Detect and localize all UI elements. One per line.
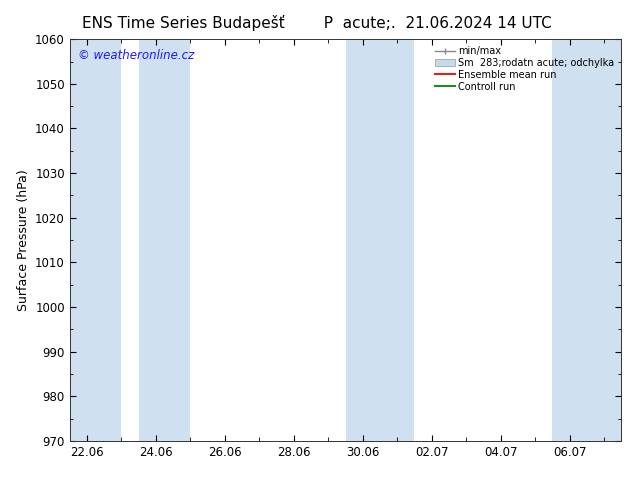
Bar [70,39,122,441]
Text: ENS Time Series Budapešť        P  acute;.  21.06.2024 14 UTC: ENS Time Series Budapešť P acute;. 21.06… [82,15,552,31]
Text: © weatheronline.cz: © weatheronline.cz [78,49,194,62]
Y-axis label: Surface Pressure (hPa): Surface Pressure (hPa) [16,169,30,311]
Bar [552,39,621,441]
Legend: min/max, Sm  283;rodatn acute; odchylka, Ensemble mean run, Controll run: min/max, Sm 283;rodatn acute; odchylka, … [433,44,616,94]
Bar [346,39,415,441]
Bar [139,39,190,441]
